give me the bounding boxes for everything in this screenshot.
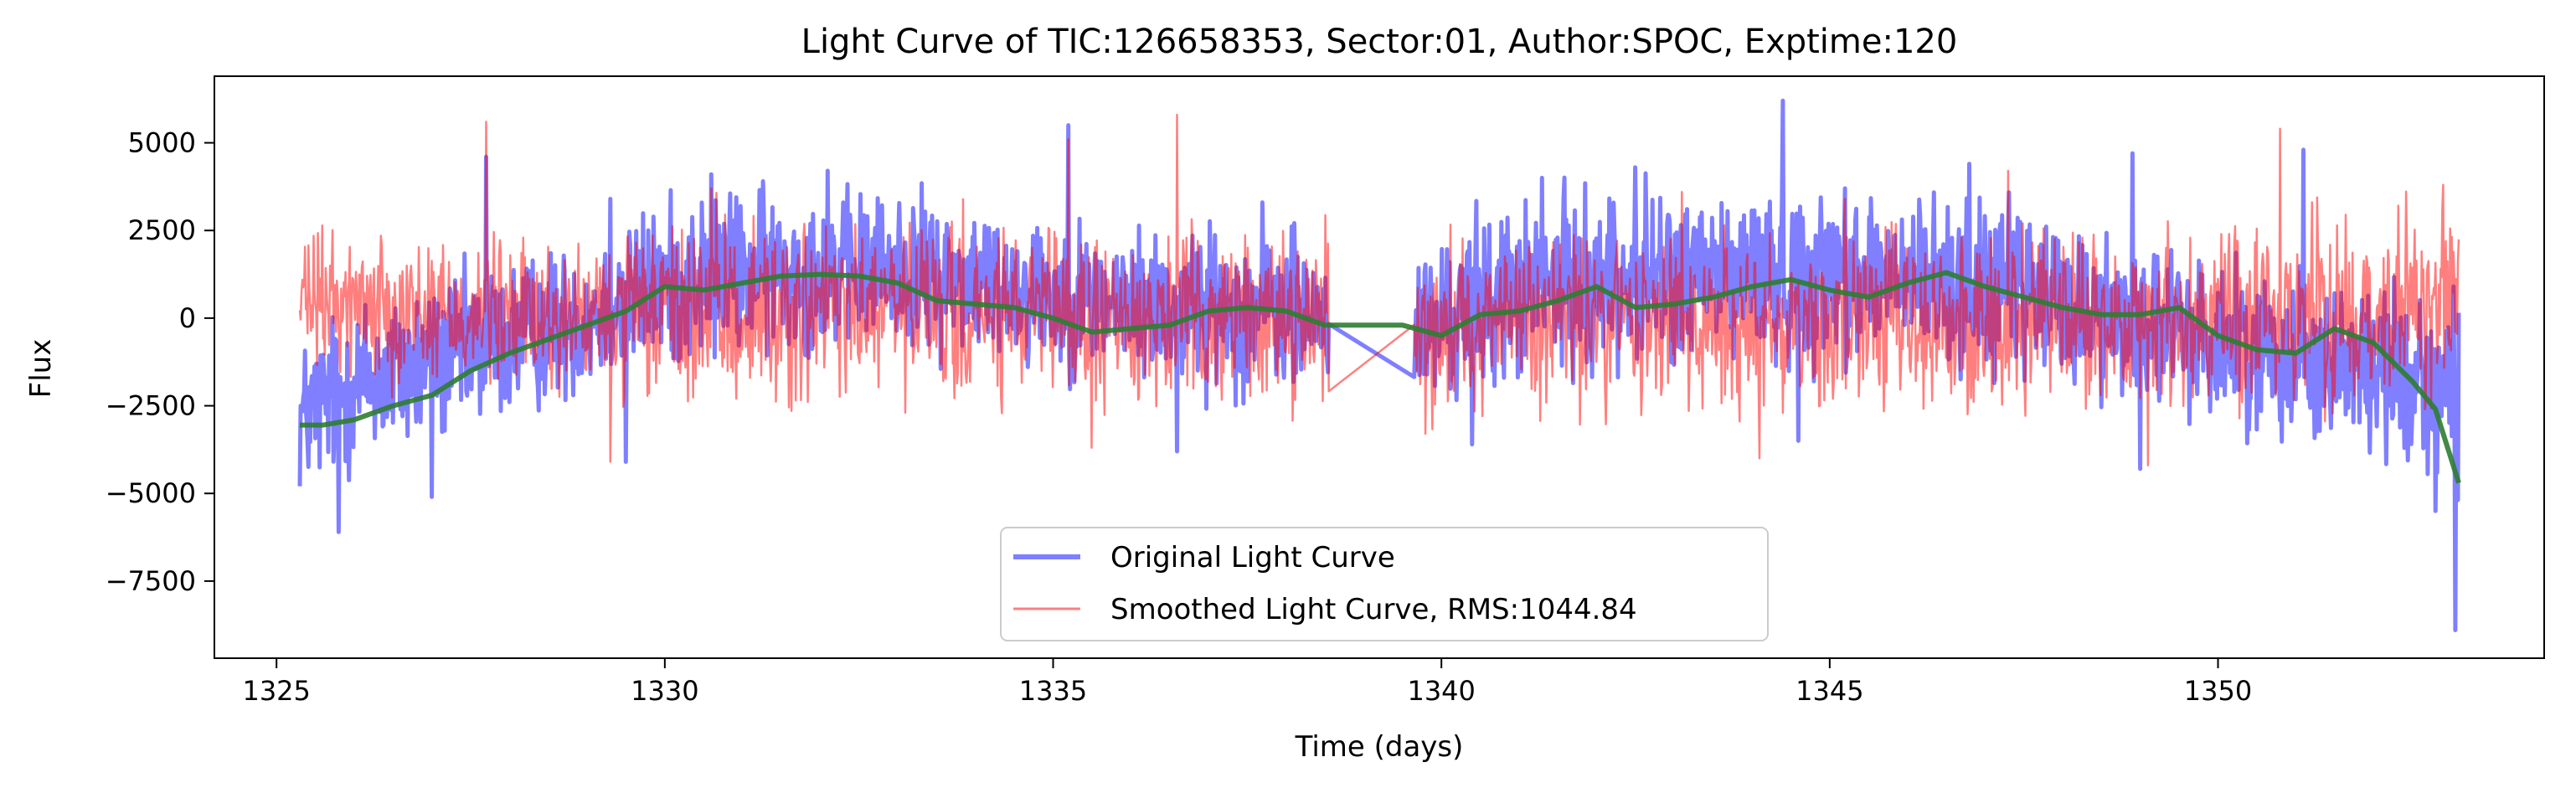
legend-label-original: Original Light Curve: [1110, 541, 1395, 574]
series-smoothed-line: [298, 113, 2460, 466]
x-tick-label: 1345: [1795, 675, 1863, 707]
y-axis-label: Flux: [24, 339, 58, 399]
x-tick-label: 1330: [631, 675, 698, 707]
axis-ticks: 1325 1330 1335 1340 1345 1350 5000 2500 0 −2500 −5…: [106, 127, 2252, 707]
legend: Original Light Curve Smoothed Light Curv…: [1000, 527, 1769, 641]
x-axis-label: Time (days): [1295, 730, 1464, 764]
legend-box: [1000, 527, 1769, 641]
x-tick-label: 1340: [1407, 675, 1475, 707]
x-tick-label: 1325: [242, 675, 310, 707]
y-tick-label: −2500: [106, 390, 196, 422]
y-tick-label: −5000: [106, 477, 196, 509]
plot-area: [297, 98, 2461, 632]
x-tick-label: 1335: [1019, 675, 1087, 707]
y-tick-label: 5000: [128, 127, 196, 159]
series-trend-line: [300, 270, 2461, 484]
legend-label-smoothed: Smoothed Light Curve, RMS:1044.84: [1110, 593, 1637, 626]
y-tick-label: 2500: [128, 214, 196, 246]
y-tick-label: 0: [179, 302, 196, 334]
plot-frame: [214, 75, 2545, 659]
chart-title: Light Curve of TIC:126658353, Sector:01,…: [801, 23, 1958, 61]
y-tick-label: −7500: [106, 565, 196, 597]
x-tick-label: 1350: [2184, 675, 2252, 707]
